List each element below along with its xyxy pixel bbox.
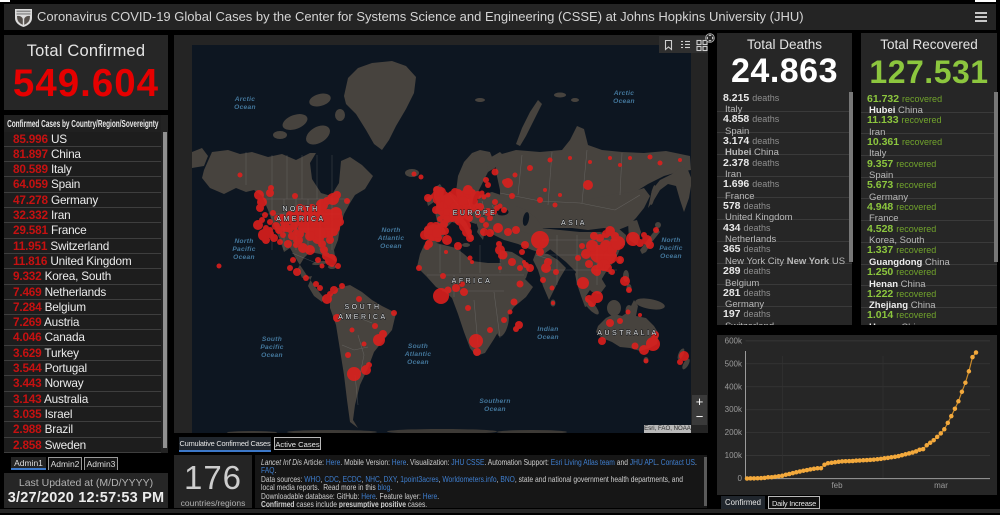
svg-text:500k: 500k xyxy=(725,359,743,368)
svg-text:Atlantic: Atlantic xyxy=(377,235,405,242)
svg-text:Ocean: Ocean xyxy=(660,253,682,260)
svg-text:South: South xyxy=(262,336,282,343)
svg-text:Ocean: Ocean xyxy=(261,352,283,359)
svg-text:Ocean: Ocean xyxy=(407,359,429,366)
svg-text:North: North xyxy=(234,238,253,245)
svg-text:100k: 100k xyxy=(725,451,743,460)
svg-text:Ocean: Ocean xyxy=(537,334,559,341)
svg-text:North: North xyxy=(661,237,680,244)
svg-text:EUROPE: EUROPE xyxy=(453,210,498,217)
svg-text:Ocean: Ocean xyxy=(613,98,635,105)
svg-text:AMERICA: AMERICA xyxy=(276,216,325,223)
svg-text:AUSTRALIA: AUSTRALIA xyxy=(597,330,658,337)
svg-text:AFRICA: AFRICA xyxy=(452,278,493,285)
svg-text:Indian: Indian xyxy=(537,326,558,333)
svg-text:Ocean: Ocean xyxy=(234,104,256,111)
svg-text:Ocean: Ocean xyxy=(484,406,506,413)
svg-text:Atlantic: Atlantic xyxy=(404,351,432,358)
svg-text:0: 0 xyxy=(738,474,743,483)
svg-text:Pacific: Pacific xyxy=(232,246,255,253)
svg-text:300k: 300k xyxy=(725,405,743,414)
svg-text:Arctic: Arctic xyxy=(234,96,256,103)
svg-text:AMERICA: AMERICA xyxy=(338,314,387,321)
svg-text:North: North xyxy=(381,227,400,234)
svg-text:Pacific: Pacific xyxy=(260,344,283,351)
svg-text:NORTH: NORTH xyxy=(282,206,319,213)
svg-text:SOUTH: SOUTH xyxy=(345,304,382,311)
svg-text:South: South xyxy=(408,343,428,350)
svg-text:Ocean: Ocean xyxy=(380,243,402,250)
svg-text:Pacific: Pacific xyxy=(659,245,682,252)
svg-text:mar: mar xyxy=(934,481,948,490)
svg-text:Arctic: Arctic xyxy=(613,90,635,97)
svg-text:200k: 200k xyxy=(725,428,743,437)
svg-text:400k: 400k xyxy=(725,382,743,391)
svg-text:Ocean: Ocean xyxy=(233,254,255,261)
svg-text:feb: feb xyxy=(831,481,843,490)
svg-text:Southern: Southern xyxy=(479,398,510,405)
svg-text:ASIA: ASIA xyxy=(561,220,587,227)
svg-text:600k: 600k xyxy=(725,336,743,345)
